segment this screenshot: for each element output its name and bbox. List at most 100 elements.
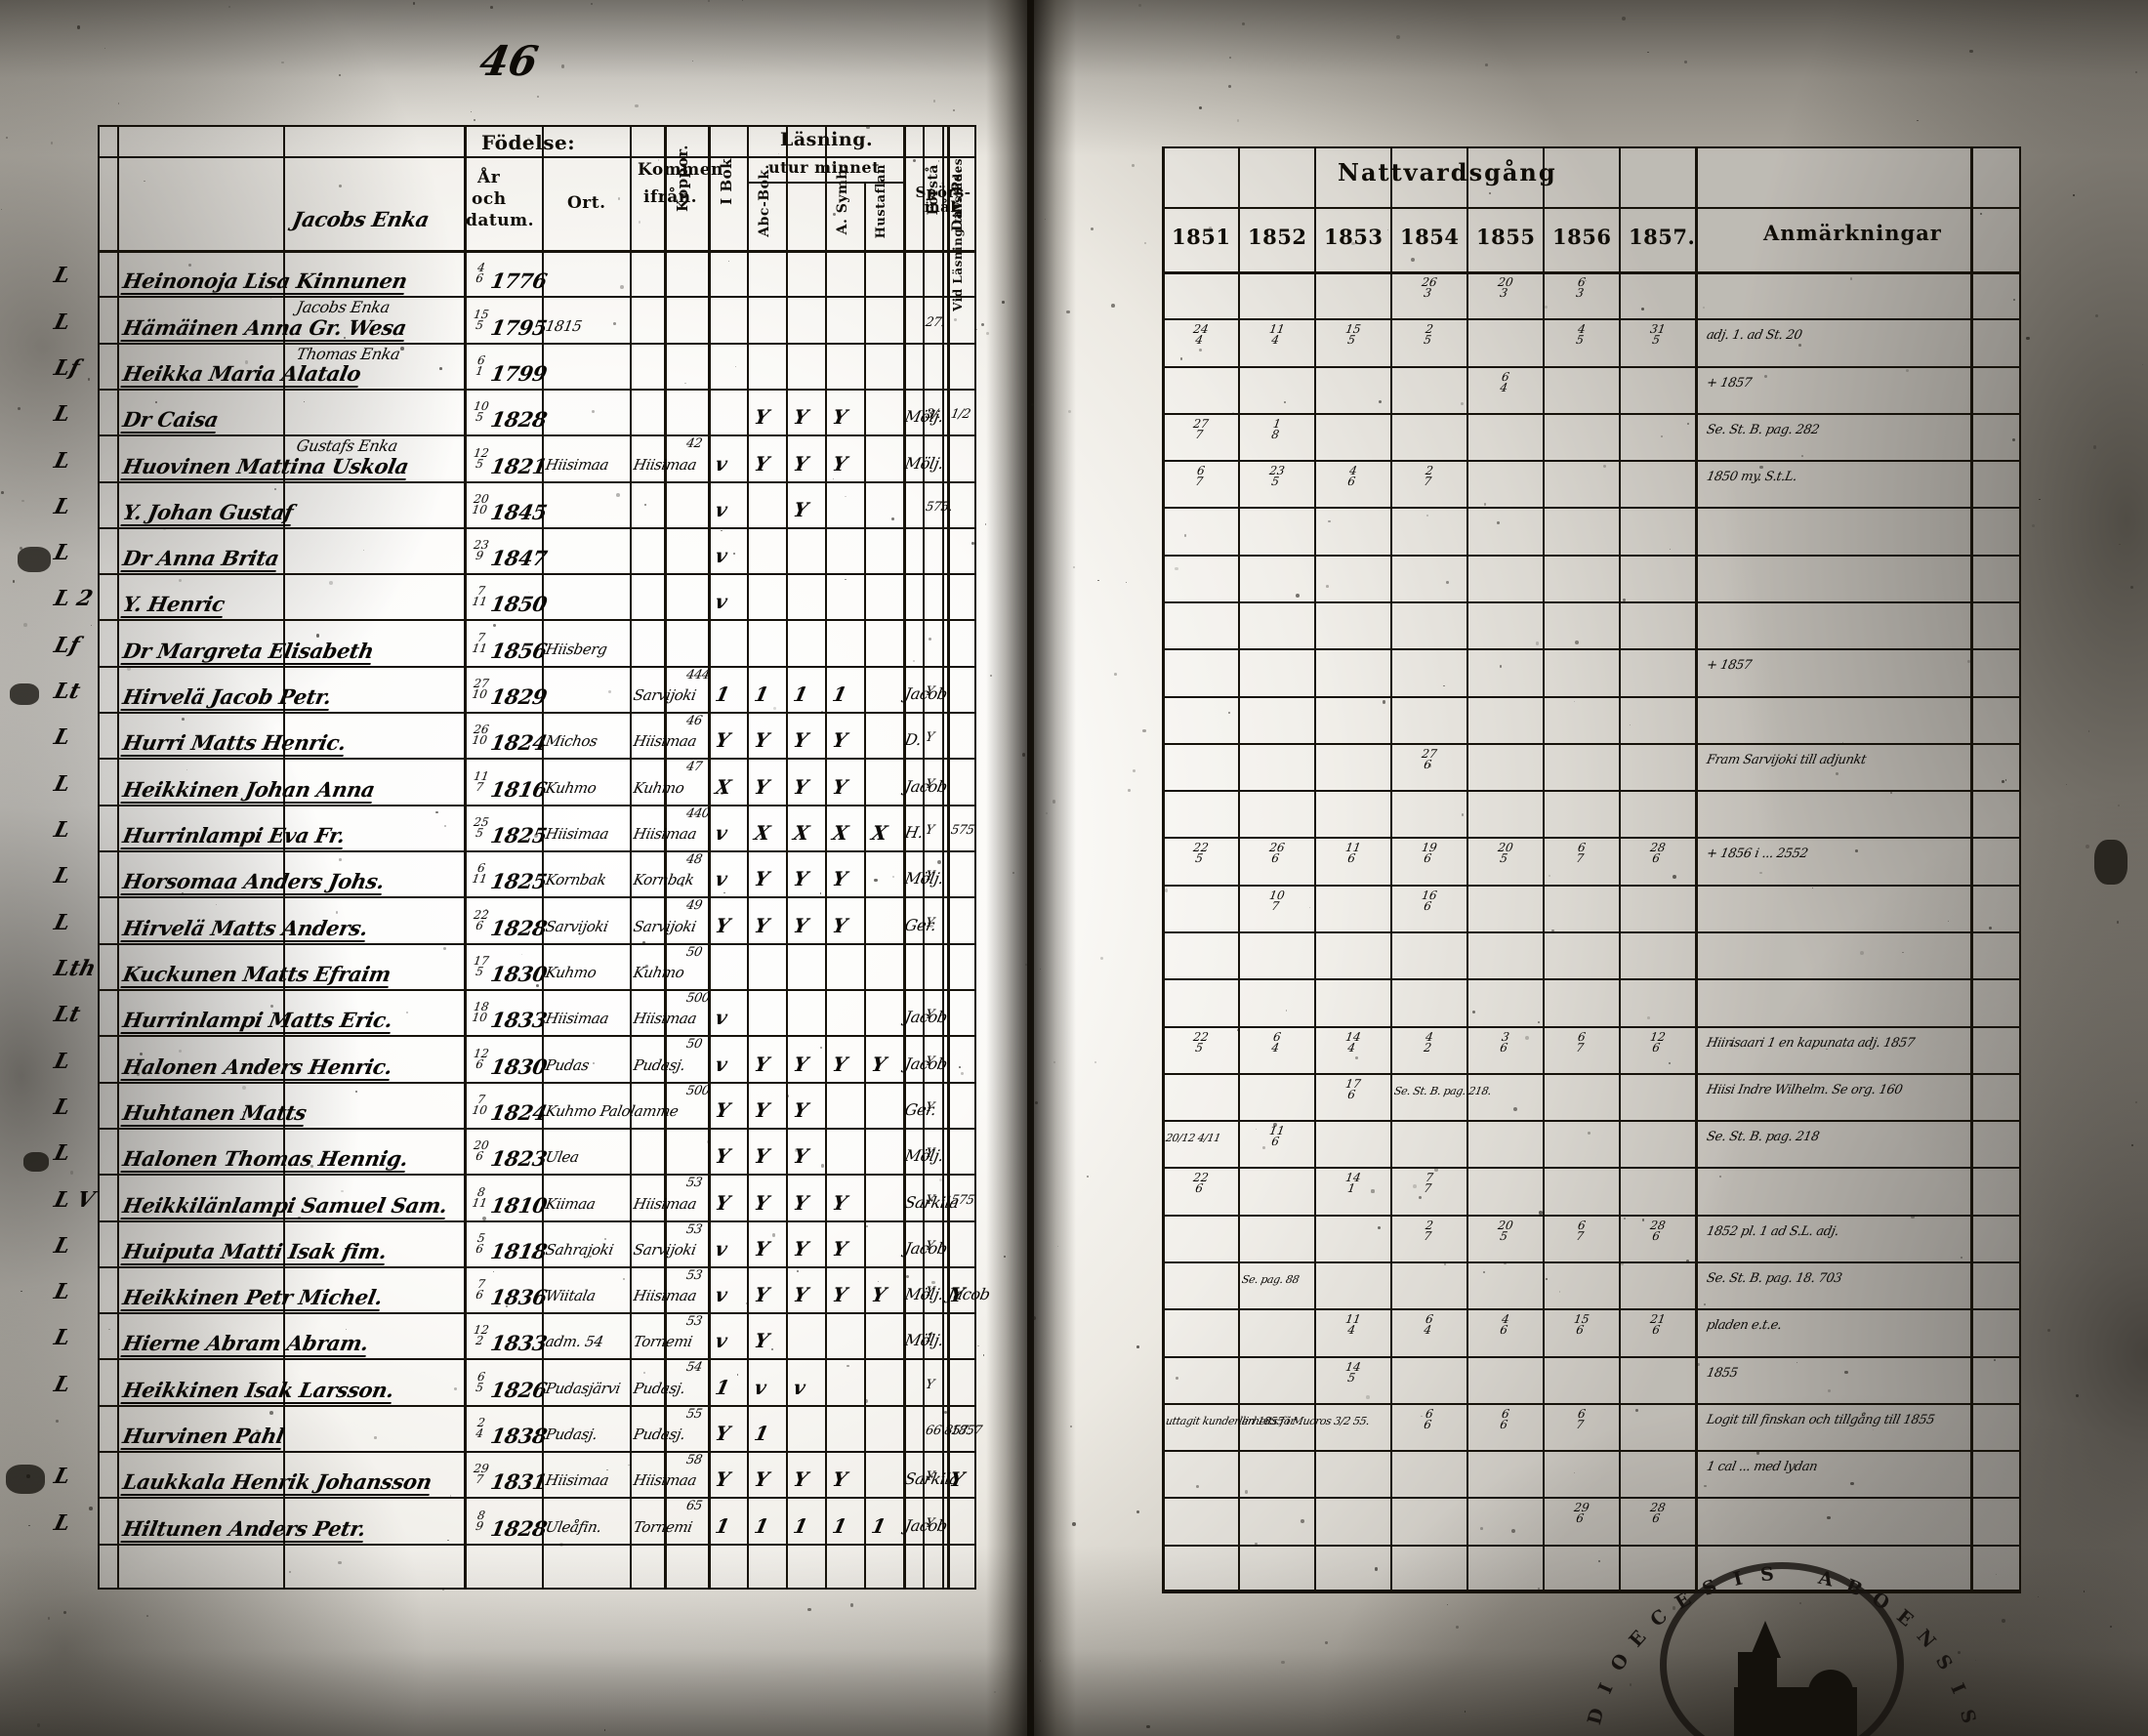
scan-speck xyxy=(338,1560,342,1565)
grid-vline xyxy=(1238,146,1240,1591)
scan-speck xyxy=(2119,544,2121,546)
scan-speck xyxy=(405,1012,409,1014)
scan-speck xyxy=(1132,769,1136,773)
scan-speck xyxy=(1524,1036,1529,1041)
scan-speck xyxy=(62,1611,66,1615)
grid-hline xyxy=(98,342,976,345)
scan-speck xyxy=(155,401,158,404)
scan-speck xyxy=(0,491,4,495)
scan-speck xyxy=(691,60,693,62)
communion-date: 28 6 xyxy=(1649,841,1667,866)
scan-speck xyxy=(1273,1123,1277,1127)
scan-speck xyxy=(2046,1329,2050,1333)
person-name: Dr Margreta Elisabeth xyxy=(120,638,376,665)
scan-speck xyxy=(1113,672,1117,676)
scan-speck xyxy=(188,263,192,267)
scan-speck xyxy=(932,99,936,103)
scan-speck xyxy=(104,47,106,49)
scan-speck xyxy=(1958,1651,1962,1655)
grid-hline xyxy=(1162,1167,2021,1170)
scan-speck xyxy=(1227,711,1231,715)
scan-speck xyxy=(912,158,916,162)
seal-letter: B xyxy=(1842,1575,1866,1601)
scan-speck xyxy=(438,367,442,371)
scan-speck xyxy=(1301,1519,1305,1523)
communion-date: 20 3 xyxy=(1497,275,1514,301)
scan-speck xyxy=(721,529,723,532)
handwritten-entry: 1838 xyxy=(488,1424,550,1449)
grid-hline xyxy=(1162,695,2021,698)
communion-date: 11 6 xyxy=(1268,1124,1286,1149)
scan-speck xyxy=(288,1570,292,1574)
scan-speck xyxy=(1489,192,1492,194)
scan-speck xyxy=(1354,1056,1358,1059)
handwritten-entry: Jacobs Enka xyxy=(290,207,432,231)
scan-speck xyxy=(1535,641,1540,645)
scan-speck xyxy=(1704,1484,1707,1488)
scan-speck xyxy=(1136,1509,1140,1513)
scan-speck xyxy=(807,1608,811,1612)
handwritten-entry: 1850 xyxy=(488,592,550,617)
communion-date: 27 7 xyxy=(1192,416,1210,441)
grid-hline xyxy=(98,434,976,437)
scan-speck xyxy=(1622,17,1627,21)
seal-letter: S xyxy=(1699,1575,1720,1601)
scan-speck xyxy=(1537,1588,1540,1591)
grid-vline xyxy=(1162,146,1165,1591)
handwritten-entry: Tornemi xyxy=(632,1517,694,1536)
handwritten-entry: Kuhmo xyxy=(632,963,686,981)
scan-speck xyxy=(939,1178,943,1181)
scan-speck xyxy=(1244,1490,1249,1494)
handwritten-entry: H. xyxy=(903,823,926,843)
scan-speck xyxy=(845,495,847,498)
grid-hline xyxy=(1162,1025,2021,1028)
scan-speck xyxy=(341,1189,344,1192)
grid-vline xyxy=(747,125,749,1590)
scan-speck xyxy=(878,1280,880,1283)
column-header-label: Födelse: xyxy=(481,131,576,154)
handwritten-entry: 1856 xyxy=(488,638,550,663)
scan-speck xyxy=(819,892,822,894)
scan-speck xyxy=(20,546,23,550)
handwritten-entry: Hiisimaa xyxy=(632,1194,698,1213)
scan-speck xyxy=(163,526,167,530)
scan-speck xyxy=(820,1164,825,1168)
scan-speck xyxy=(228,6,230,8)
grid-hline xyxy=(1162,318,2021,321)
grid-hline xyxy=(1162,1544,2021,1547)
handwritten-entry: 1821 xyxy=(488,453,550,478)
scan-speck xyxy=(1774,1135,1777,1137)
scan-speck xyxy=(591,409,596,414)
grid-hline xyxy=(98,388,976,391)
scan-speck xyxy=(76,25,80,29)
scan-speck xyxy=(2087,730,2090,732)
scan-speck xyxy=(2011,437,2016,442)
scan-speck xyxy=(315,634,320,638)
scan-speck xyxy=(1045,218,1047,221)
grid-vline xyxy=(664,125,667,1590)
scan-speck xyxy=(707,1140,710,1143)
scan-speck xyxy=(1002,301,1005,304)
scan-speck xyxy=(441,1588,444,1591)
handwritten-entry: Se. St. B. pag. 218. xyxy=(1392,1084,1493,1097)
column-header-label: Ort. xyxy=(567,193,606,213)
scan-speck xyxy=(1232,412,1235,415)
scan-speck xyxy=(2109,1626,2112,1629)
scan-speck xyxy=(177,327,182,331)
scan-speck xyxy=(1236,119,1239,122)
scan-speck xyxy=(1685,1259,1689,1262)
scan-speck xyxy=(18,406,21,410)
scan-speck xyxy=(1446,581,1450,585)
scan-speck xyxy=(1902,951,1904,954)
grid-hline xyxy=(1162,207,2021,209)
handwritten-entry: Mölj. Jacob xyxy=(903,1285,992,1304)
scan-speck xyxy=(864,1398,869,1403)
scan-speck xyxy=(1309,906,1311,908)
grid-hline xyxy=(98,250,976,253)
person-name: Hirvelä Matts Anders. xyxy=(120,915,370,942)
scan-speck xyxy=(1086,1175,1089,1178)
